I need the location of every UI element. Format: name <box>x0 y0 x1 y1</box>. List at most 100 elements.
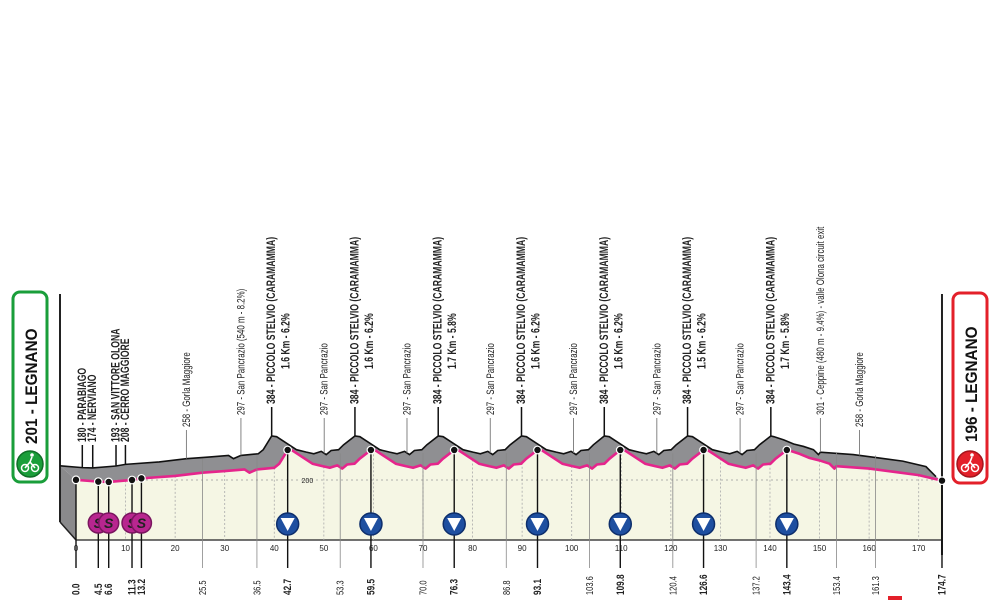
legend-fragment <box>888 596 902 600</box>
km-label: 174.7 <box>936 574 948 595</box>
km-label: 103.6 <box>584 576 595 595</box>
km-tick-label: 150 <box>813 544 827 553</box>
waypoint-label: 384 - PICCOLO STELVIO (CARAMAMMA) <box>349 237 362 404</box>
km-tick-label: 120 <box>664 544 678 553</box>
waypoint-label: 384 - PICCOLO STELVIO (CARAMAMMA) <box>765 237 778 404</box>
km-tick-label: 20 <box>171 544 180 553</box>
kom-triangle-icon <box>779 518 794 531</box>
waypoint-label: 297 - San Pancrazio <box>401 343 414 415</box>
kom-triangle-icon <box>363 518 378 531</box>
km-label: 6.6 <box>103 583 115 595</box>
climb-stats-label: 1.7 Km - 5.8% <box>780 313 793 369</box>
waypoint-label: 384 - PICCOLO STELVIO (CARAMAMMA) <box>433 237 446 404</box>
km-label: 11.3 <box>126 579 138 595</box>
climb-stats-label: 1.6 Km - 6.2% <box>280 313 293 369</box>
waypoint-label: 297 - San Pancrazio (540 m - 8.2%) <box>235 289 248 415</box>
waypoint-label: 258 - Gorla Maggiore <box>854 352 867 427</box>
km-label: 120.4 <box>667 576 678 595</box>
climb-stats-label: 1.6 Km - 6.2% <box>364 313 377 369</box>
climb-stats-label: 1.6 Km - 6.2% <box>613 313 626 369</box>
climb-stats-label: 1.6 Km - 6.2% <box>530 313 543 369</box>
sprint-icon-letter: S <box>137 515 147 531</box>
km-tick-label: 140 <box>763 544 777 553</box>
kom-triangle-icon <box>613 518 628 531</box>
km-tick-label: 30 <box>220 544 229 553</box>
waypoint-label: 258 - Gorla Maggiore <box>181 352 194 427</box>
km-label: 143.4 <box>781 574 793 595</box>
kom-triangle-icon <box>530 518 545 531</box>
km-label: 109.8 <box>615 574 627 595</box>
waypoint-dot <box>699 445 708 455</box>
km-label: 93.1 <box>532 578 544 595</box>
km-label: 4.5 <box>93 583 105 595</box>
start-label: 201 - LEGNANO <box>22 328 41 444</box>
km-label: 126.6 <box>698 574 710 595</box>
elevation-gridline-label: 200 <box>302 478 314 485</box>
waypoint-label: 174 - NERVIANO <box>87 375 100 442</box>
waypoint-label: 193 - SAN VITTORE OLONA <box>110 328 123 442</box>
finish-badge: 196 - LEGNANO <box>951 291 989 485</box>
waypoint-label: 297 - San Pancrazio <box>485 343 498 415</box>
waypoint-dot <box>283 445 293 455</box>
waypoint-label: 384 - PICCOLO STELVIO (CARAMAMMA) <box>266 237 279 404</box>
waypoint-dot <box>615 445 625 455</box>
waypoint-dot <box>782 445 792 455</box>
km-label: 42.7 <box>282 579 294 595</box>
finish-dot <box>937 476 947 486</box>
climb-stats-label: 1.7 Km - 5.8% <box>447 313 460 369</box>
profile-line <box>75 448 943 484</box>
km-label: 13.2 <box>136 578 148 595</box>
base-edge <box>59 521 77 541</box>
km-label: 86.8 <box>501 580 512 595</box>
km-tick-label: 100 <box>565 544 579 553</box>
waypoint-label: 384 - PICCOLO STELVIO (CARAMAMMA) <box>682 237 695 404</box>
waypoint-dot <box>127 475 137 485</box>
km-label: 0.0 <box>70 584 82 595</box>
km-tick-label: 130 <box>714 544 728 553</box>
km-tick-label: 110 <box>615 544 628 553</box>
waypoint-label: 301 - Ceppine (480 m - 9.4%) - valle Olo… <box>815 226 828 415</box>
km-tick-label: 90 <box>518 544 527 553</box>
waypoint-label: 384 - PICCOLO STELVIO (CARAMAMMA) <box>599 237 612 404</box>
waypoint-label: 384 - PICCOLO STELVIO (CARAMAMMA) <box>516 237 529 404</box>
cyclist-icon <box>956 450 984 478</box>
km-label: 137.2 <box>751 576 762 595</box>
waypoint-dot <box>93 477 103 487</box>
waypoint-label: 208 - CERRO MAGGIORE <box>120 338 133 442</box>
start-dot <box>71 475 81 485</box>
waypoint-label: 297 - San Pancrazio <box>734 343 747 415</box>
km-label: 59.5 <box>365 578 377 595</box>
profile-side-face <box>60 465 76 540</box>
profile-top-band <box>60 436 942 482</box>
km-label: 70.0 <box>417 580 428 595</box>
kom-triangle-icon <box>696 518 711 531</box>
kom-triangle-icon <box>280 518 295 531</box>
km-label: 161.3 <box>870 576 881 595</box>
waypoint-dot <box>533 445 542 455</box>
km-tick-label: 160 <box>862 544 876 553</box>
km-label: 36.5 <box>251 580 262 595</box>
profile-top-edge <box>59 435 937 478</box>
waypoint-label: 180 - PARABIAGO <box>77 368 90 442</box>
cyclist-icon <box>16 450 44 478</box>
km-tick-label: 60 <box>369 544 378 553</box>
sprint-icon <box>97 512 120 534</box>
km-label: 153.4 <box>831 576 842 595</box>
km-tick-label: 40 <box>270 544 279 553</box>
start-badge: 201 - LEGNANO <box>11 290 49 484</box>
waypoint-label: 297 - San Pancrazio <box>319 343 332 415</box>
waypoint-dot <box>137 473 146 483</box>
waypoint-dot <box>104 477 114 487</box>
waypoint-dot <box>366 445 376 455</box>
finish-label: 196 - LEGNANO <box>962 326 981 442</box>
sprint-icon-letter: S <box>104 515 114 531</box>
waypoint-label: 297 - San Pancrazio <box>651 343 664 415</box>
waypoint-dot <box>449 445 459 455</box>
km-tick-label: 170 <box>912 544 926 553</box>
km-label: 53.3 <box>335 580 346 595</box>
finish-badge-frame <box>951 291 989 485</box>
km-tick-label: 80 <box>468 544 477 553</box>
sprint-icon <box>130 512 153 534</box>
start-badge-frame <box>11 290 49 484</box>
